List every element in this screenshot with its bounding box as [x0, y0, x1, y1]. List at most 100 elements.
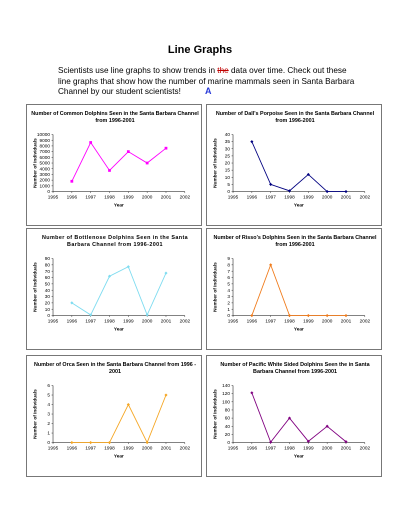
- y-tick-label: 1000: [40, 183, 51, 189]
- y-tick-label: 50: [45, 281, 51, 287]
- data-point: [145, 313, 149, 317]
- data-point: [269, 182, 273, 186]
- y-tick-label: 20: [45, 300, 51, 306]
- data-point: [344, 313, 348, 318]
- y-tick-label: 35: [225, 139, 231, 145]
- y-tick-label: 40: [225, 424, 231, 430]
- data-point: [107, 440, 112, 445]
- data-point: [325, 313, 329, 318]
- x-axis-label: Year: [114, 202, 124, 208]
- x-tick-label: 1998: [104, 194, 115, 200]
- x-tick-label: 2001: [161, 194, 172, 200]
- y-tick-label: 2: [227, 300, 230, 306]
- chart-pacific-white-sided-dolphins: Number of Pacific White Sided Dolphins S…: [206, 355, 382, 477]
- y-tick-label: 40: [45, 288, 51, 294]
- data-point: [70, 179, 74, 183]
- x-axis-label: Year: [114, 453, 124, 459]
- y-tick-label: 5: [47, 393, 50, 399]
- data-point: [306, 313, 310, 318]
- data-point: [287, 313, 292, 318]
- data-point: [108, 169, 111, 172]
- chart-title: Number of Common Dolphins Seen in the Sa…: [31, 111, 199, 124]
- x-tick-label: 1999: [303, 445, 314, 451]
- x-axis-label: Year: [294, 202, 304, 208]
- y-tick-label: 2: [47, 421, 50, 427]
- x-tick-label: 2002: [360, 445, 371, 451]
- y-tick-label: 7000: [40, 149, 51, 155]
- y-tick-label: 120: [222, 391, 230, 397]
- x-tick-label: 1996: [67, 445, 78, 451]
- y-tick-label: 9: [227, 256, 230, 262]
- x-tick-label: 1995: [48, 318, 59, 324]
- chart-rissos-dolphins: Number of Risso's Dolphins Seen in the S…: [206, 228, 382, 350]
- y-tick-label: 5: [227, 182, 230, 188]
- struck-word: the: [217, 66, 229, 75]
- x-axis-label: Year: [294, 326, 304, 332]
- y-tick-label: 0: [47, 440, 50, 446]
- x-tick-label: 1997: [265, 318, 276, 324]
- data-point: [287, 416, 292, 420]
- x-axis-label: Year: [294, 453, 304, 459]
- data-point: [70, 440, 74, 445]
- y-tick-label: 5: [227, 281, 230, 287]
- data-point: [145, 440, 149, 445]
- y-tick-label: 20: [225, 161, 231, 167]
- y-tick-label: 10000: [37, 132, 50, 138]
- x-tick-label: 1997: [85, 445, 96, 451]
- y-tick-label: 8: [227, 262, 230, 268]
- x-tick-label: 1998: [104, 445, 115, 451]
- x-tick-label: 2000: [322, 318, 333, 324]
- y-tick-label: 10: [45, 307, 51, 313]
- x-tick-label: 2000: [142, 194, 153, 200]
- x-tick-label: 2000: [142, 445, 153, 451]
- y-tick-label: 0: [47, 313, 50, 319]
- y-tick-label: 80: [45, 262, 51, 268]
- y-axis-label: Number of Individuals: [32, 138, 38, 188]
- data-point: [164, 146, 168, 150]
- chart-title: Number of Risso's Dolphins Seen in the S…: [213, 235, 377, 248]
- chart-title: Number of Dall's Porpoise Seen in the Sa…: [215, 111, 375, 124]
- x-tick-label: 1995: [228, 194, 239, 200]
- y-tick-label: 60: [45, 275, 51, 281]
- x-tick-label: 1995: [228, 318, 239, 324]
- series-line: [251, 263, 346, 316]
- x-tick-label: 1998: [104, 318, 115, 324]
- x-tick-label: 1996: [247, 318, 258, 324]
- chart-title: Number of Bottlenose Dolphins Seen in th…: [41, 235, 189, 248]
- y-tick-label: 30: [225, 146, 231, 152]
- y-tick-label: 1: [47, 431, 50, 437]
- x-tick-label: 1995: [228, 445, 239, 451]
- x-tick-label: 1999: [123, 194, 134, 200]
- y-tick-label: 9000: [40, 138, 51, 144]
- y-axis-label: Number of Individuals: [32, 262, 38, 312]
- chart-svg: 0 1 2 3 4 5 6 1995 1996 1997 1998 1999 2000 2001 2002 Y…: [32, 383, 190, 459]
- y-tick-label: 0: [227, 189, 230, 195]
- chart-dalls-porpoise: Number of Dall's Porpoise Seen in the Sa…: [206, 104, 382, 226]
- series-line: [251, 392, 347, 444]
- x-tick-label: 2001: [161, 445, 172, 451]
- data-point: [126, 150, 130, 153]
- y-axis-label: Number of Individuals: [212, 138, 218, 188]
- data-point: [164, 393, 168, 397]
- data-point: [145, 161, 149, 165]
- data-point: [89, 141, 93, 144]
- x-tick-label: 1998: [284, 194, 295, 200]
- chart-orca: Number of Orca Seen in the Santa Barbara…: [26, 355, 202, 477]
- y-tick-label: 70: [45, 269, 51, 275]
- y-tick-label: 4: [227, 288, 230, 294]
- y-tick-label: 1: [227, 307, 230, 313]
- x-tick-label: 1999: [123, 318, 134, 324]
- y-tick-label: 7: [227, 269, 230, 275]
- data-point: [250, 391, 254, 395]
- data-point: [107, 274, 112, 278]
- x-tick-label: 1995: [48, 445, 59, 451]
- y-tick-label: 40: [225, 132, 231, 138]
- y-tick-label: 6: [47, 383, 50, 389]
- y-tick-label: 6000: [40, 155, 51, 161]
- y-tick-label: 8000: [40, 143, 51, 149]
- y-tick-label: 90: [45, 256, 51, 262]
- y-axis-label: Number of Individuals: [212, 262, 218, 312]
